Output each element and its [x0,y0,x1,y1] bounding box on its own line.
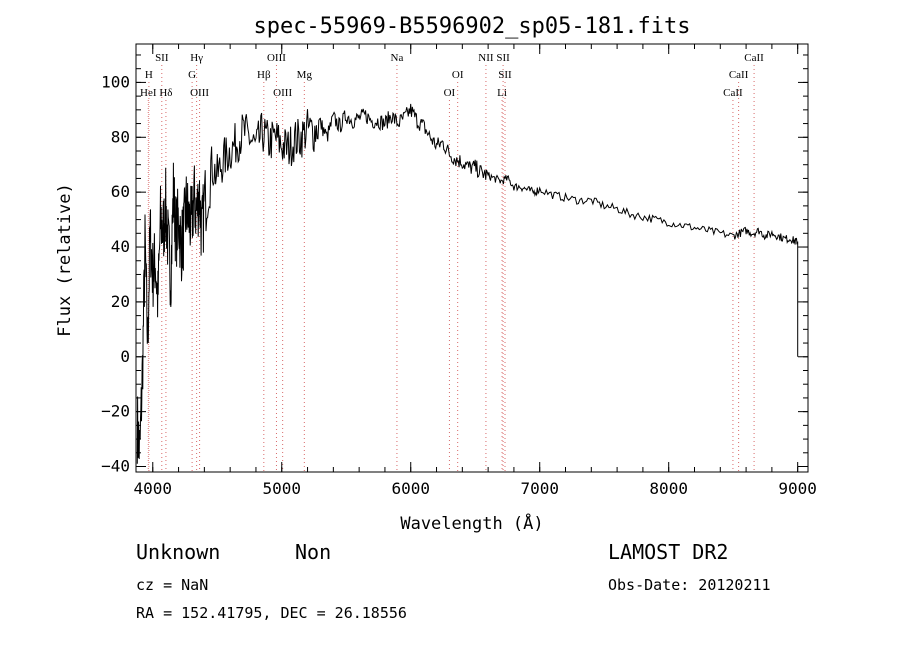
line-marker-label: CaII [744,52,764,64]
x-axis-label: Wavelength (Å) [400,512,543,534]
object-subclass: Non [295,540,332,564]
x-tick-label: 8000 [649,479,688,498]
line-marker-label: HeI [140,87,157,99]
y-tick-label: 100 [101,72,130,91]
line-marker-label: CaII [729,69,749,81]
object-class: Unknown [136,540,221,564]
y-tick-label: 40 [111,237,130,256]
axis-ticks: 4000 5000 6000 7000 8000 9000 −40 −20 0 20 40 60 80 1… [101,44,817,498]
observation-date: Obs-Date: 20120211 [608,576,771,594]
line-marker-label: Mg [297,69,313,81]
y-tick-label: 0 [120,347,130,366]
line-marker-label: H [145,69,153,81]
redshift-cz: cz = NaN [136,576,209,594]
survey-name: LAMOST DR2 [608,540,729,564]
y-tick-label: 20 [111,292,130,311]
x-tick-label: 5000 [262,479,301,498]
chart-title: spec-55969-B5596902_sp05-181.fits [253,14,690,39]
x-tick-label: 4000 [134,479,173,498]
line-marker-label: Hγ [190,52,203,64]
line-marker-label: G [188,69,196,81]
line-marker-label: SII [496,52,510,64]
line-marker-label: Hβ [257,69,271,81]
line-marker-label: Li [497,87,507,99]
line-marker-label: OI [444,87,456,99]
line-marker-label: Hδ [159,87,172,99]
spectrum-series [136,103,799,464]
x-tick-label: 7000 [520,479,559,498]
line-marker-label: NII [478,52,494,64]
y-tick-label: −40 [101,457,130,476]
line-marker-label: OIII [267,52,286,64]
y-tick-label: 80 [111,127,130,146]
line-marker-label: OIII [273,87,292,99]
line-marker-label: OI [452,69,464,81]
x-tick-label: 9000 [778,479,817,498]
line-marker-label: OIII [190,87,209,99]
y-tick-label: −20 [101,402,130,421]
spectrum-line [136,103,799,464]
line-marker-label: SII [498,69,512,81]
x-tick-label: 6000 [391,479,430,498]
line-marker-label: SII [155,52,169,64]
y-axis-label: Flux (relative) [55,183,75,337]
line-marker-label: CaII [723,87,743,99]
plot-frame [135,43,809,473]
coordinates: RA = 152.41795, DEC = 26.18556 [136,604,407,622]
line-marker-label: Na [391,52,404,64]
y-tick-label: 60 [111,182,130,201]
